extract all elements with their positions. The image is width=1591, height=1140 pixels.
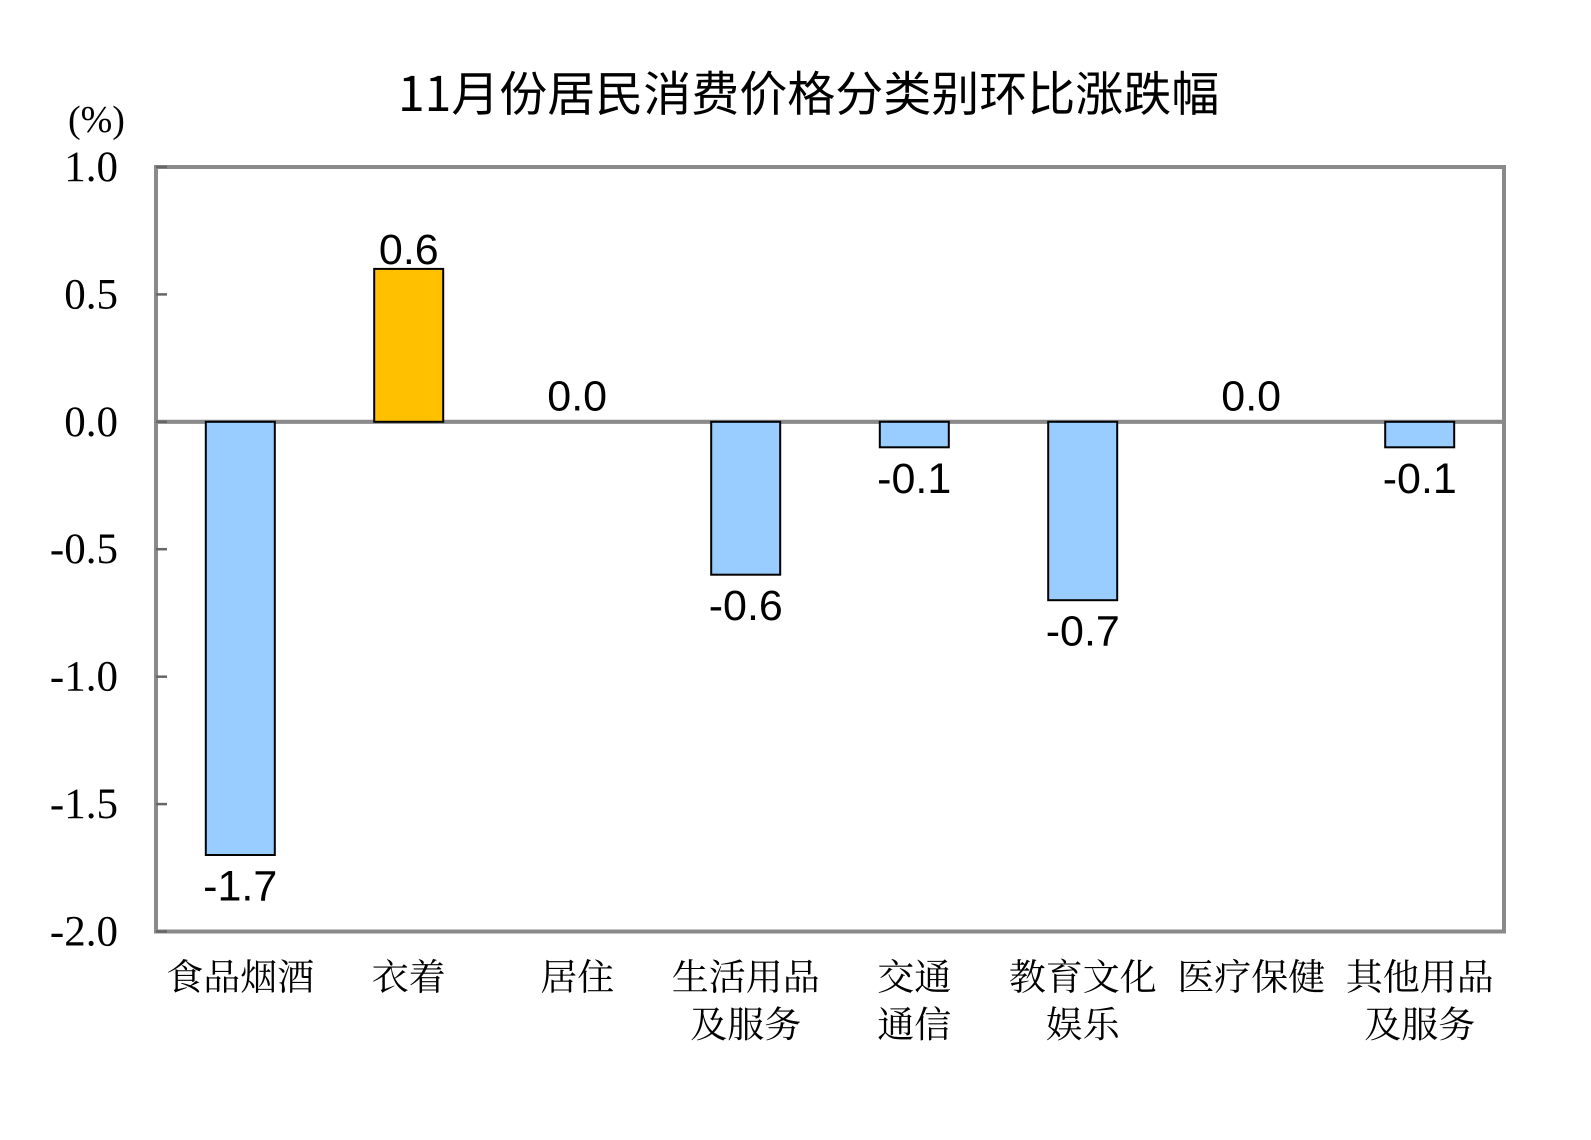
svg-text:-2.0: -2.0 [50, 909, 118, 956]
svg-text:-1.5: -1.5 [50, 781, 118, 828]
svg-text:(%): (%) [68, 99, 125, 141]
svg-text:0.0: 0.0 [1221, 373, 1281, 421]
svg-text:-1.0: -1.0 [50, 654, 118, 701]
svg-text:-0.6: -0.6 [709, 582, 783, 630]
svg-text:0.5: 0.5 [64, 271, 118, 318]
svg-text:-1.7: -1.7 [203, 863, 277, 911]
svg-text:1.0: 1.0 [64, 144, 118, 191]
svg-text:-0.1: -0.1 [1383, 455, 1457, 503]
svg-text:0.0: 0.0 [547, 373, 607, 421]
svg-text:-0.1: -0.1 [877, 455, 951, 503]
svg-text:0.0: 0.0 [64, 399, 118, 446]
svg-text:-0.7: -0.7 [1046, 608, 1120, 656]
svg-text:-0.5: -0.5 [50, 526, 118, 573]
svg-text:0.6: 0.6 [379, 226, 439, 274]
